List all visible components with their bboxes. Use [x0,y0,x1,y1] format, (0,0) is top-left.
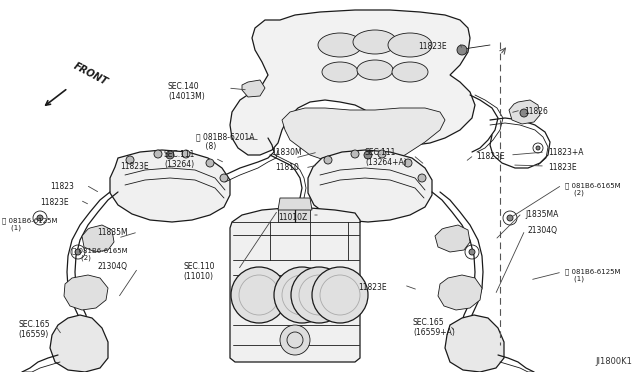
Text: 21304Q: 21304Q [97,262,127,271]
Text: 11823E: 11823E [358,283,387,292]
Ellipse shape [357,60,393,80]
Ellipse shape [322,62,358,82]
Text: 21304Q: 21304Q [528,226,558,235]
Text: SEC.165
(16559): SEC.165 (16559) [18,320,50,339]
Circle shape [154,150,162,158]
Text: Ⓑ 081B6-6125M
    (1): Ⓑ 081B6-6125M (1) [565,268,621,282]
Text: JI1800K1: JI1800K1 [595,357,632,366]
Text: 11823E: 11823E [40,198,68,207]
Polygon shape [230,208,360,362]
Text: SEC.165
(16559+A): SEC.165 (16559+A) [413,318,455,337]
Polygon shape [242,80,265,97]
Text: J1835MA: J1835MA [525,210,558,219]
Text: 11823E: 11823E [476,152,504,161]
Text: 11826: 11826 [524,107,548,116]
Text: Ⓑ 081B8-6201A
    (8): Ⓑ 081B8-6201A (8) [196,132,255,151]
Circle shape [404,159,412,167]
Polygon shape [50,315,108,372]
Text: Ⓑ 081B6-6165M
    (2): Ⓑ 081B6-6165M (2) [565,182,621,196]
Text: 11823E: 11823E [120,162,148,171]
Circle shape [364,151,372,159]
Polygon shape [445,315,504,372]
Polygon shape [278,198,312,210]
Polygon shape [509,100,540,124]
Ellipse shape [392,62,428,82]
Text: 11823: 11823 [50,182,74,191]
Polygon shape [64,275,108,310]
Circle shape [507,215,513,221]
Ellipse shape [353,30,397,54]
Text: Ⓑ 081B6-6165M
    (2): Ⓑ 081B6-6165M (2) [72,247,127,261]
Text: SEC.140
(14013M): SEC.140 (14013M) [168,82,205,102]
Text: 11823+A: 11823+A [548,148,584,157]
Circle shape [457,45,467,55]
Circle shape [312,267,368,323]
Circle shape [37,215,43,221]
Polygon shape [438,275,482,310]
Circle shape [220,174,228,182]
Text: 11010Z: 11010Z [278,213,307,222]
Text: 11835M: 11835M [97,228,127,237]
Text: SEC.111
(13264): SEC.111 (13264) [164,150,195,169]
Text: 11810: 11810 [275,163,299,172]
Circle shape [231,267,287,323]
Ellipse shape [318,33,362,57]
Text: SEC.110
(11010): SEC.110 (11010) [183,262,214,281]
Text: 11823E: 11823E [418,42,447,51]
Circle shape [351,150,359,158]
Polygon shape [282,108,445,165]
Circle shape [418,174,426,182]
Circle shape [291,267,347,323]
Text: 11830M: 11830M [271,148,301,157]
Polygon shape [435,225,470,252]
Polygon shape [82,225,114,252]
Ellipse shape [388,33,432,57]
Polygon shape [308,150,432,222]
Circle shape [166,151,174,159]
Text: FRONT: FRONT [72,61,109,87]
Circle shape [182,150,190,158]
Circle shape [280,325,310,355]
Text: SEC.111
(13264+A): SEC.111 (13264+A) [365,148,407,167]
Polygon shape [110,150,230,222]
Circle shape [274,267,330,323]
Circle shape [469,249,475,255]
Text: Ⓑ 081B6-6125M
    (1): Ⓑ 081B6-6125M (1) [2,217,58,231]
Text: 11823E: 11823E [548,163,577,172]
Circle shape [324,156,332,164]
Circle shape [206,159,214,167]
Polygon shape [230,10,475,155]
Circle shape [536,146,540,150]
Circle shape [520,109,528,117]
Polygon shape [278,208,310,222]
Circle shape [75,249,81,255]
Circle shape [378,150,386,158]
Circle shape [126,156,134,164]
